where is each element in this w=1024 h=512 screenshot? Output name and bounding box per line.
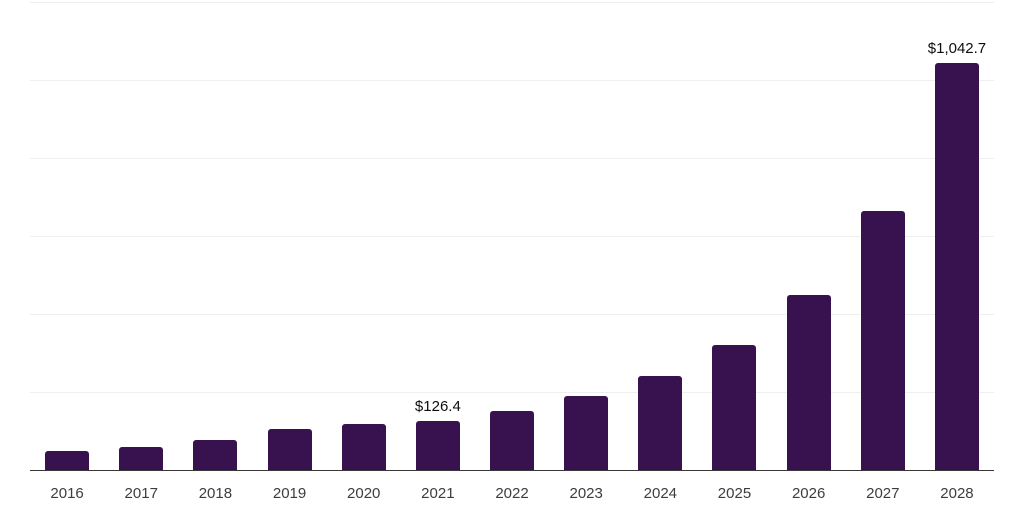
bar-slot-2027: [846, 2, 920, 470]
x-axis-label-2021: 2021: [421, 485, 455, 502]
bar-2020: [341, 423, 386, 470]
bar-2021: [415, 420, 460, 470]
bar-slot-2020: [327, 2, 401, 470]
bar-2023: [564, 395, 609, 470]
x-axis-label-2018: 2018: [198, 485, 233, 502]
bar-slot-2025: [697, 2, 771, 470]
x-axis-line: [30, 470, 994, 471]
bar-slot-2021: $126.4: [401, 2, 475, 470]
bar-2017: [119, 446, 164, 470]
plot-area: $126.4 $1,042.7: [30, 2, 994, 470]
x-axis-label-2019: 2019: [272, 485, 307, 502]
gridline-400: [30, 314, 994, 316]
bar-slot-2023: [549, 2, 623, 470]
bar-2027: [860, 210, 905, 470]
x-axis-label-2027: 2027: [866, 485, 900, 502]
bar-value-label-2021: $126.4: [414, 397, 461, 415]
bar-value-label-2028: $1,042.7: [927, 40, 987, 58]
x-axis-labels: 2016 2017 2018 2019 2020 2021 2022 2023 2024 2025…: [30, 471, 994, 512]
bar-slot-2028: $1,042.7: [920, 2, 994, 470]
x-axis-label-2028: 2028: [940, 485, 974, 502]
bar-slot-2024: [623, 2, 697, 470]
bar-slot-2016: [30, 2, 104, 470]
x-axis-label-2023: 2023: [569, 485, 603, 502]
bar-2024: [638, 376, 683, 470]
bar-2016: [45, 450, 90, 470]
bar-2018: [193, 439, 238, 470]
bar-2019: [267, 429, 312, 470]
x-axis-label-2022: 2022: [495, 485, 529, 502]
bar-slot-2017: [104, 2, 178, 470]
bar-2028: [934, 63, 979, 470]
bar-2026: [786, 295, 831, 470]
gridline-800: [30, 158, 994, 160]
x-axis-label-2024: 2024: [643, 485, 678, 502]
bar-slot-2022: [475, 2, 549, 470]
x-axis-label-2025: 2025: [717, 485, 752, 502]
gridline-1200: [30, 2, 994, 3]
bar-slot-2026: [772, 2, 846, 470]
x-axis-label-2020: 2020: [347, 485, 381, 502]
bar-2025: [712, 345, 757, 470]
bar-2022: [490, 411, 535, 470]
x-axis-label-2026: 2026: [791, 485, 826, 502]
bar-slot-2018: [178, 2, 252, 470]
gridline-1000: [30, 80, 994, 81]
bar-slot-2019: [252, 2, 326, 470]
x-axis-label-2016: 2016: [50, 485, 84, 502]
bars-container: $126.4 $1,042.7: [30, 2, 994, 470]
gridline-200: [30, 392, 994, 394]
gridline-600: [30, 236, 994, 237]
x-axis-label-2017: 2017: [124, 485, 158, 502]
